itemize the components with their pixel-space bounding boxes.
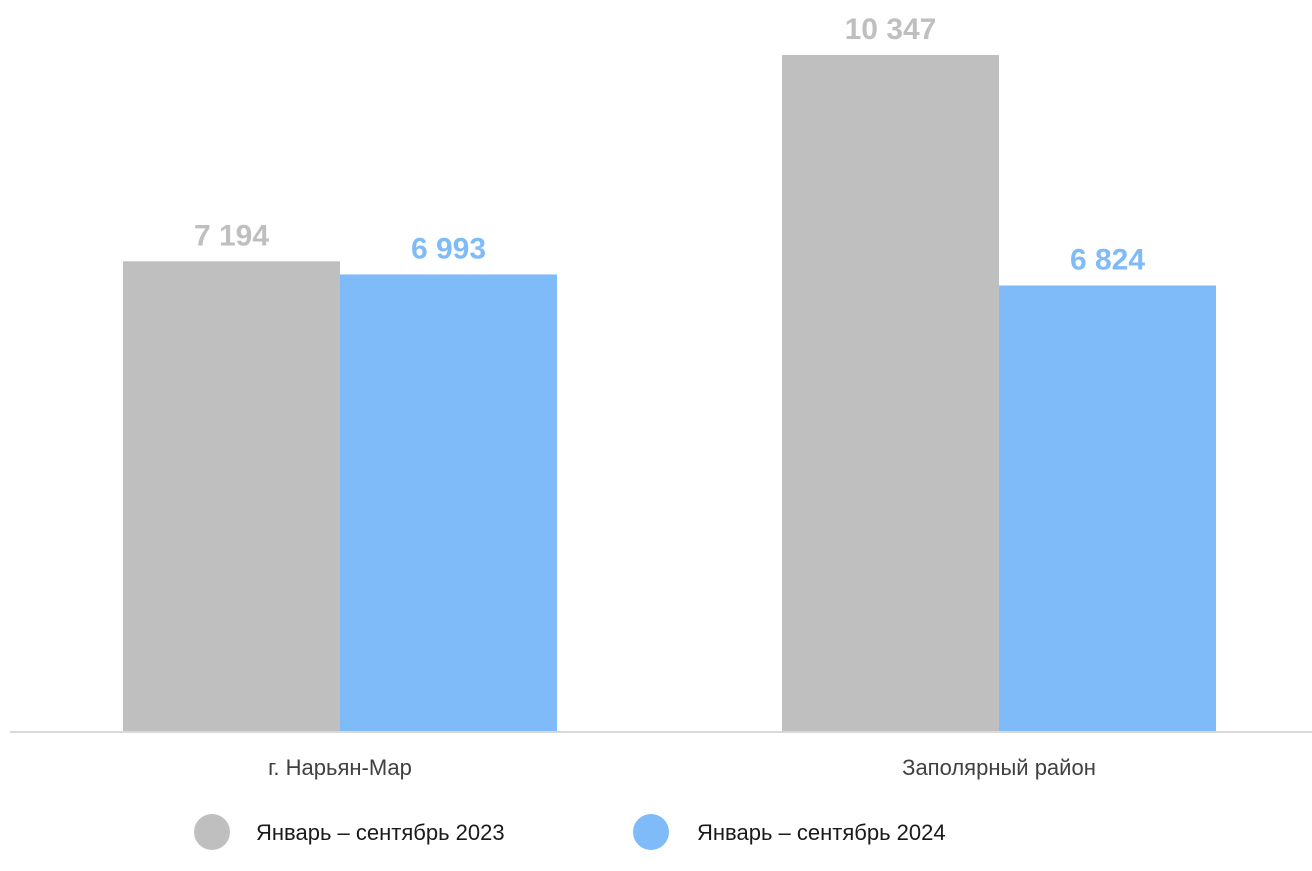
- legend-swatch: [633, 814, 669, 850]
- bar-2023-zapolyarny: [782, 55, 999, 732]
- category-labels-layer: г. Нарьян-Мар Заполярный район: [268, 755, 1096, 780]
- value-labels-layer: 7 194 6 993 10 347 6 824: [194, 13, 1145, 277]
- legend-label: Январь – сентябрь 2024: [697, 820, 946, 845]
- value-label: 6 824: [1070, 244, 1145, 277]
- category-label: Заполярный район: [902, 755, 1096, 780]
- bars-layer: [123, 55, 1216, 732]
- legend-swatch: [194, 814, 230, 850]
- bar-2023-naryan-mar: [123, 261, 340, 732]
- value-label: 7 194: [194, 219, 269, 252]
- legend-label: Январь – сентябрь 2023: [256, 820, 505, 845]
- category-label: г. Нарьян-Мар: [268, 755, 412, 780]
- value-label: 10 347: [845, 13, 937, 46]
- bar-2024-naryan-mar: [340, 274, 557, 732]
- legend: Январь – сентябрь 2023 Январь – сентябрь …: [194, 814, 946, 850]
- value-label: 6 993: [411, 232, 486, 265]
- bar-2024-zapolyarny: [999, 286, 1216, 732]
